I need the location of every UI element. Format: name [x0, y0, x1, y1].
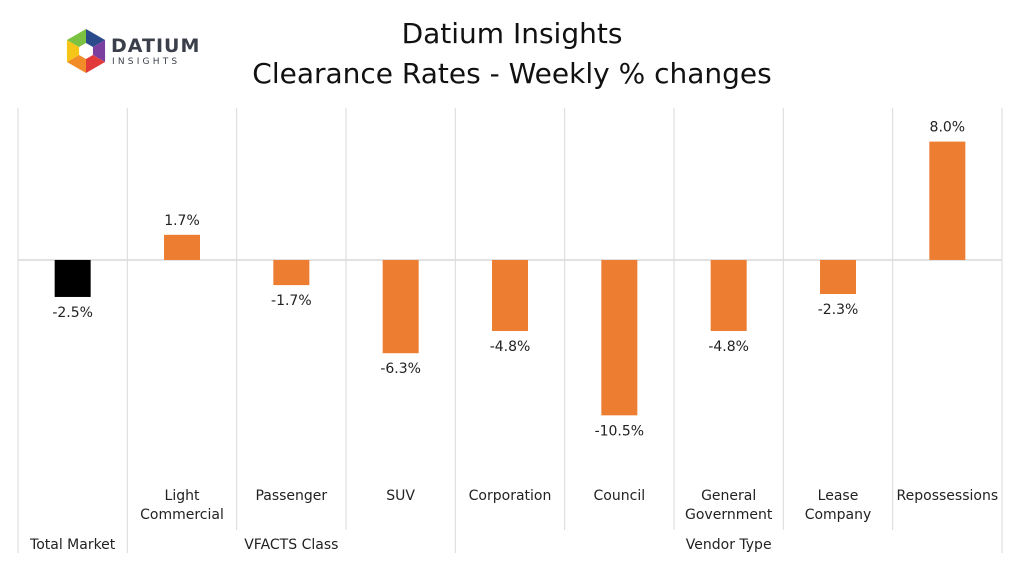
category-label: Light — [165, 488, 200, 504]
category-label: Repossessions — [897, 488, 999, 504]
datium-hexagon-logo-icon — [66, 29, 106, 73]
logo-name: DATIUM — [111, 35, 201, 57]
logo-center — [79, 43, 93, 59]
data-label: 1.7% — [164, 213, 200, 229]
bar — [273, 259, 310, 286]
data-label: -4.8% — [490, 339, 531, 355]
logo-segment — [66, 51, 86, 73]
category-label: SUV — [386, 488, 415, 504]
logo-segment — [86, 51, 106, 73]
bar — [929, 141, 966, 260]
data-label: -6.3% — [380, 361, 421, 377]
category-label: General — [701, 488, 756, 504]
bar — [54, 259, 91, 297]
data-label: -10.5% — [595, 423, 645, 439]
logo-tagline: INSIGHTS — [112, 57, 181, 67]
bar — [382, 259, 419, 354]
bar — [710, 259, 747, 331]
category-label: Government — [685, 507, 773, 523]
category-label: Lease — [818, 488, 859, 504]
group-label: VFACTS Class — [244, 537, 338, 553]
logo-segment — [86, 40, 106, 62]
data-label: 8.0% — [930, 120, 966, 136]
data-label: -4.8% — [708, 339, 749, 355]
bar — [164, 234, 200, 260]
datium-logo: DATIUM INSIGHTS — [64, 26, 204, 76]
bar — [820, 259, 856, 294]
category-label: Corporation — [469, 488, 552, 504]
data-label: -1.7% — [271, 293, 312, 309]
group-label: Vendor Type — [686, 537, 772, 553]
bar — [492, 259, 528, 331]
logo-segment — [66, 40, 86, 62]
category-label: Commercial — [140, 507, 224, 523]
category-label: Passenger — [255, 488, 327, 504]
logo-segment — [86, 29, 106, 51]
page-title: Datium Insights — [401, 17, 623, 50]
group-label: Total Market — [29, 537, 116, 553]
chart-title: Clearance Rates - Weekly % changes — [252, 57, 772, 90]
bar — [601, 259, 638, 416]
logo-segment — [66, 29, 86, 51]
data-label: -2.3% — [818, 302, 859, 318]
category-label: Council — [594, 488, 646, 504]
category-label: Company — [805, 507, 872, 523]
chart-header: Datium Insights Clearance Rates - Weekly… — [212, 14, 812, 94]
data-label: -2.5% — [52, 305, 93, 321]
